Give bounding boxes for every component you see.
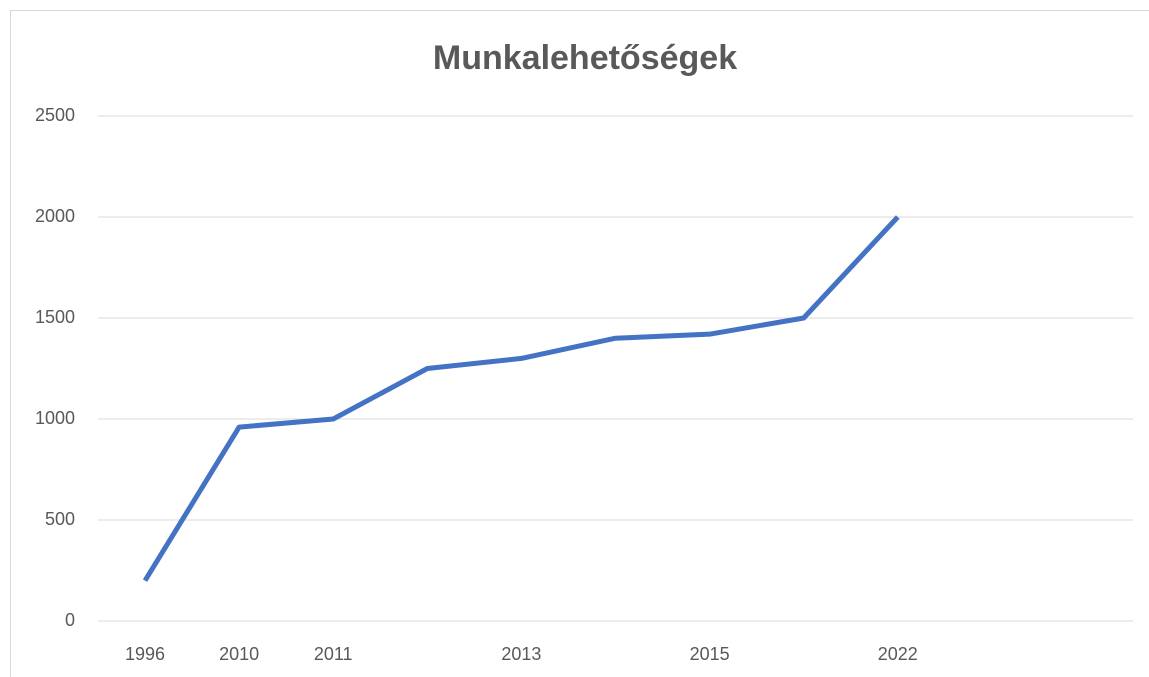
y-tick-label: 2500	[35, 105, 75, 125]
x-tick-label: 2022	[878, 644, 918, 664]
chart-title: Munkalehetőségek	[433, 39, 737, 77]
x-tick-label: 2010	[219, 644, 259, 664]
x-tick-label: 2011	[314, 644, 353, 664]
x-tick-label: 2015	[690, 644, 730, 664]
line	[142, 215, 900, 582]
y-tick-label: 500	[45, 509, 75, 529]
y-tick-label: 2000	[35, 206, 75, 226]
x-tick-label: 1996	[125, 644, 165, 664]
y-tick-label: 1500	[35, 307, 75, 327]
x-tick-label: 2013	[501, 644, 541, 664]
y-tick-label: 0	[65, 610, 75, 630]
y-tick-label: 1000	[35, 408, 75, 428]
